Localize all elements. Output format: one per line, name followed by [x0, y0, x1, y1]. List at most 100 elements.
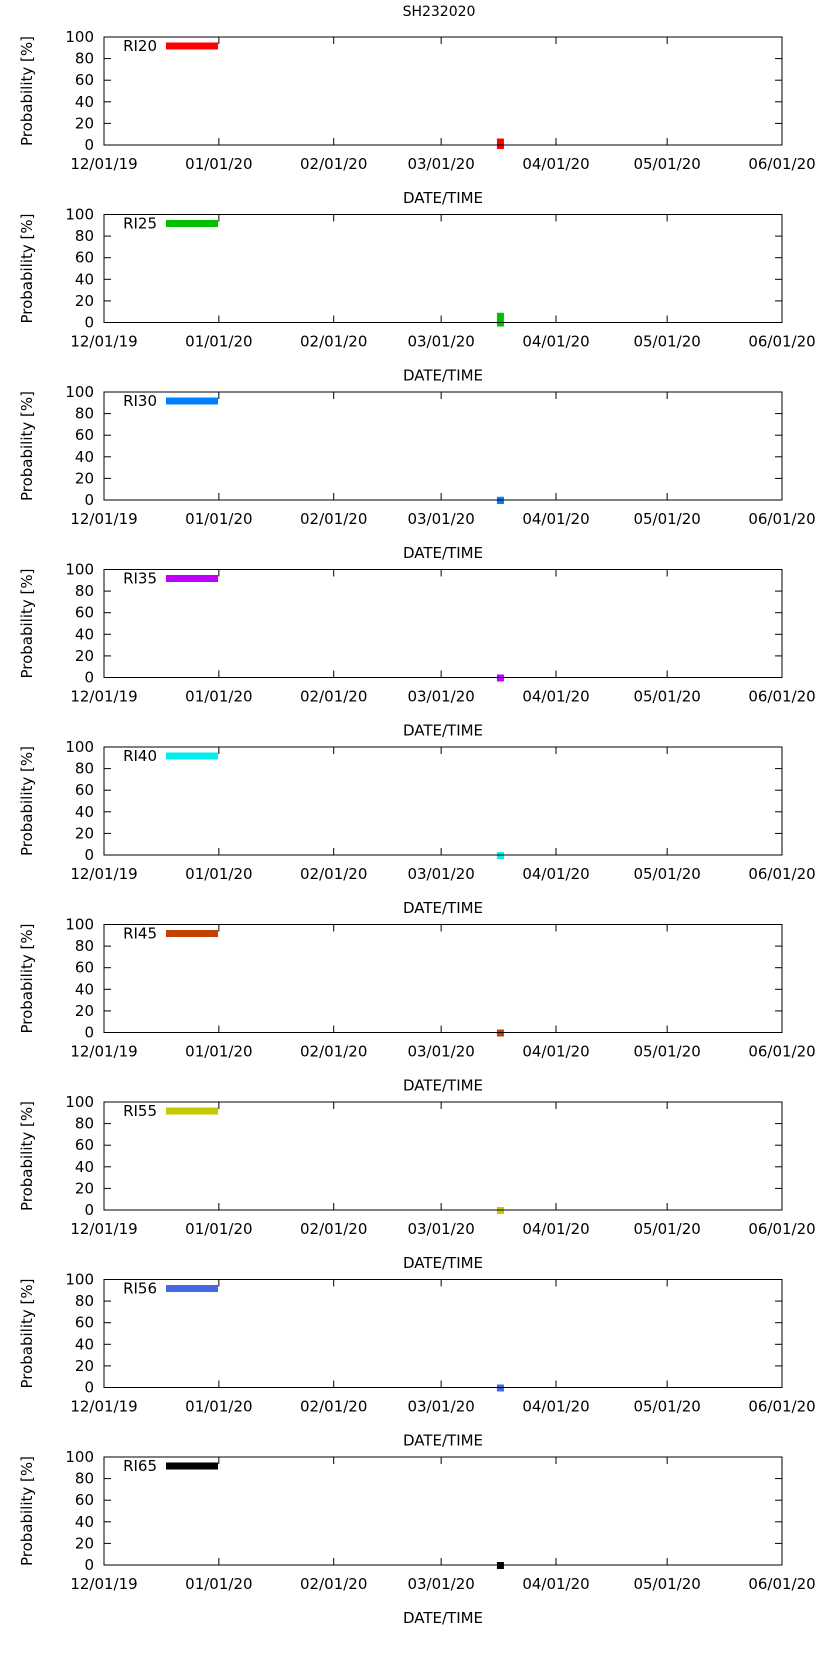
x-tick-label: 03/01/20 — [407, 865, 474, 883]
y-tick-label: 40 — [75, 448, 94, 466]
x-tick-label: 05/01/20 — [633, 865, 700, 883]
x-tick-label: 02/01/20 — [300, 1398, 367, 1416]
y-tick-label: 0 — [84, 669, 94, 687]
x-tick-label: 04/01/20 — [522, 1398, 589, 1416]
x-tick-label: 02/01/20 — [300, 1220, 367, 1238]
x-tick-label: 05/01/20 — [633, 1043, 700, 1061]
x-tick-label: 03/01/20 — [407, 1220, 474, 1238]
x-tick-label: 03/01/20 — [407, 1575, 474, 1593]
legend-label: RI65 — [123, 1457, 157, 1475]
data-bar — [496, 312, 504, 327]
y-tick-label: 80 — [75, 227, 94, 245]
y-tick-label: 40 — [75, 1335, 94, 1353]
x-tick-label: 05/01/20 — [633, 1220, 700, 1238]
y-tick-label: 60 — [75, 426, 94, 444]
data-bar — [496, 138, 504, 149]
y-tick-label: 80 — [75, 937, 94, 955]
y-tick-label: 20 — [75, 1179, 94, 1197]
y-tick-label: 20 — [75, 647, 94, 665]
x-tick-label: 04/01/20 — [522, 1043, 589, 1061]
x-tick-label: 04/01/20 — [522, 510, 589, 528]
y-tick-label: 0 — [84, 1024, 94, 1042]
y-tick-label: 80 — [75, 1470, 94, 1488]
legend-label: RI20 — [123, 37, 157, 55]
x-tick-label: 02/01/20 — [300, 1043, 367, 1061]
y-tick-label: 100 — [65, 1271, 94, 1289]
y-tick-label: 100 — [65, 738, 94, 756]
panel-ri25: Probability [%] 0 20 40 60 80 100 12/01/19 01/01… — [18, 206, 816, 385]
y-tick-label: 60 — [75, 1136, 94, 1154]
y-tick-label: 60 — [75, 1314, 94, 1332]
y-tick-label: 20 — [75, 1002, 94, 1020]
x-tick-label: 03/01/20 — [407, 510, 474, 528]
x-tick-label: 12/01/19 — [70, 333, 137, 351]
x-tick-label: 01/01/20 — [185, 333, 252, 351]
x-tick-label: 01/01/20 — [185, 1398, 252, 1416]
x-tick-label: 04/01/20 — [522, 688, 589, 706]
legend-label: RI40 — [123, 747, 157, 765]
y-tick-label: 20 — [75, 114, 94, 132]
panel-ri30: Probability [%] 0 20 40 60 80 100 12/01/19 01/01… — [18, 383, 816, 562]
x-tick-label: 12/01/19 — [70, 1220, 137, 1238]
plot-frame — [103, 36, 783, 146]
y-axis-label: Probability [%] — [18, 36, 36, 146]
y-tick-label: 0 — [84, 491, 94, 509]
y-tick-label: 100 — [65, 206, 94, 224]
plot-frame — [103, 391, 783, 501]
y-tick-label: 40 — [75, 1158, 94, 1176]
x-tick-label: 04/01/20 — [522, 155, 589, 173]
legend-label: RI25 — [123, 215, 157, 233]
x-axis-label: DATE/TIME — [403, 722, 483, 740]
x-tick-label: 03/01/20 — [407, 155, 474, 173]
y-tick-label: 80 — [75, 760, 94, 778]
legend-label: RI35 — [123, 570, 157, 588]
y-axis-label: Probability [%] — [18, 568, 36, 678]
x-tick-label: 03/01/20 — [407, 1043, 474, 1061]
x-tick-label: 02/01/20 — [300, 1575, 367, 1593]
panel-ri65: Probability [%] 0 20 40 60 80 100 12/01/19 01/01… — [18, 1448, 816, 1627]
x-tick-label: 05/01/20 — [633, 333, 700, 351]
legend-label: RI56 — [123, 1280, 157, 1298]
panel-ri20: Probability [%] 0 20 40 60 80 100 12/01/19 01/01… — [18, 28, 816, 207]
x-tick-label: 03/01/20 — [407, 333, 474, 351]
panel-ri45: Probability [%] 0 20 40 60 80 100 12/01/19 01/01… — [18, 916, 816, 1095]
x-tick-label: 04/01/20 — [522, 1220, 589, 1238]
panel-ri55: Probability [%] 0 20 40 60 80 100 12/01/19 01/01… — [18, 1093, 816, 1272]
x-tick-label: 05/01/20 — [633, 1398, 700, 1416]
x-tick-label: 05/01/20 — [633, 155, 700, 173]
panel-ri40: Probability [%] 0 20 40 60 80 100 12/01/19 01/01… — [18, 738, 816, 917]
x-tick-label: 02/01/20 — [300, 333, 367, 351]
x-tick-label: 01/01/20 — [185, 155, 252, 173]
y-tick-label: 60 — [75, 604, 94, 622]
y-tick-label: 20 — [75, 824, 94, 842]
x-tick-label: 12/01/19 — [70, 1043, 137, 1061]
x-tick-label: 06/01/20 — [748, 1043, 815, 1061]
x-axis-label: DATE/TIME — [403, 1077, 483, 1095]
x-tick-label: 04/01/20 — [522, 333, 589, 351]
x-tick-label: 06/01/20 — [748, 1398, 815, 1416]
x-tick-label: 12/01/19 — [70, 865, 137, 883]
x-tick-label: 04/01/20 — [522, 1575, 589, 1593]
x-tick-label: 12/01/19 — [70, 510, 137, 528]
y-tick-label: 60 — [75, 71, 94, 89]
x-axis-label: DATE/TIME — [403, 189, 483, 207]
plot-frame — [103, 1456, 783, 1566]
y-tick-label: 0 — [84, 1379, 94, 1397]
panel-ri35: Probability [%] 0 20 40 60 80 100 12/01/19 01/01… — [18, 561, 816, 740]
y-tick-label: 80 — [75, 582, 94, 600]
x-tick-label: 05/01/20 — [633, 688, 700, 706]
x-tick-label: 02/01/20 — [300, 865, 367, 883]
y-tick-label: 60 — [75, 781, 94, 799]
x-axis-label: DATE/TIME — [403, 1432, 483, 1450]
y-axis-label: Probability [%] — [18, 1101, 36, 1211]
y-tick-label: 80 — [75, 1292, 94, 1310]
x-tick-label: 06/01/20 — [748, 865, 815, 883]
x-tick-label: 06/01/20 — [748, 510, 815, 528]
x-tick-label: 01/01/20 — [185, 510, 252, 528]
y-tick-label: 100 — [65, 383, 94, 401]
y-tick-label: 100 — [65, 1093, 94, 1111]
chart-panels: Probability [%] 0 20 40 60 80 100 12/01/19 01/01… — [18, 28, 816, 1627]
y-tick-label: 80 — [75, 1115, 94, 1133]
y-axis-label: Probability [%] — [18, 923, 36, 1033]
